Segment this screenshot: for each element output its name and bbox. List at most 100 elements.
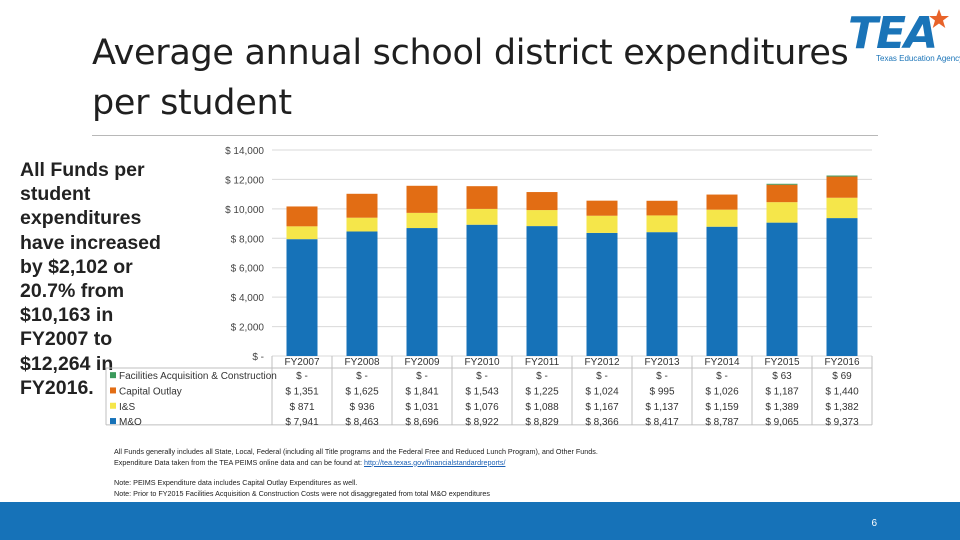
data-label: $ 1,225: [525, 386, 559, 397]
slide-title: Average annual school district expenditu…: [92, 33, 849, 123]
x-tick-label: FY2012: [584, 357, 619, 368]
data-label: $ 1,187: [765, 386, 799, 397]
legend-swatch: [110, 402, 116, 409]
y-tick-label: $ 4,000: [231, 293, 265, 304]
legend-label: Capital Outlay: [119, 386, 182, 397]
title-divider: [92, 135, 878, 136]
data-label: $ 995: [649, 386, 674, 397]
data-label: $ 8,829: [525, 417, 559, 428]
bar-segment: [346, 231, 378, 356]
bar-segment: [706, 209, 738, 227]
bar-segment: [766, 184, 798, 203]
data-label: $ 8,696: [405, 417, 439, 428]
legend-label: I&S: [119, 402, 135, 413]
data-label: $ -: [716, 371, 728, 382]
footnote-line-2: Expenditure Data taken from the TEA PEIM…: [114, 458, 934, 469]
bar-segment: [586, 215, 618, 233]
y-tick-label: $ 6,000: [231, 264, 265, 275]
bar-segment: [586, 200, 618, 216]
data-label: $ -: [296, 371, 308, 382]
note-2: Note: Prior to FY2015 Facilities Acquisi…: [114, 488, 490, 498]
x-tick-label: FY2015: [764, 357, 799, 368]
stacked-bar-chart: $ - $ 2,000 $ 4,000 $ 6,000 $ 8,000 $ 10,000 $…: [105, 146, 873, 428]
bar-segment: [586, 232, 618, 356]
peims-link[interactable]: http://tea.texas.gov/financialstandardre…: [364, 457, 506, 467]
data-label: $ -: [656, 371, 668, 382]
bar-segment: [406, 228, 438, 356]
x-tick-label: FY2010: [464, 357, 499, 368]
data-label: $ 63: [772, 371, 792, 382]
page-number: 6: [871, 518, 877, 529]
data-label: $ 7,941: [285, 417, 319, 428]
data-label: $ -: [416, 371, 428, 382]
data-label: $ 1,159: [705, 402, 739, 413]
data-label: $ -: [356, 371, 368, 382]
y-tick-label: $ 2,000: [231, 323, 265, 334]
data-label: $ 9,373: [825, 417, 859, 428]
bar-segment: [286, 226, 318, 240]
data-label: $ 1,137: [645, 402, 679, 413]
bar-segment: [646, 232, 678, 356]
bar-segment: [526, 210, 558, 227]
data-label: $ 936: [349, 402, 374, 413]
bar-segment: [286, 206, 318, 227]
data-label: $ 1,026: [705, 386, 739, 397]
bar-segment: [826, 218, 858, 356]
y-tick-label: $ 10,000: [225, 205, 264, 216]
data-label: $ 1,024: [585, 386, 619, 397]
x-tick-label: FY2007: [284, 357, 319, 368]
bar-segment: [826, 175, 858, 177]
bar-segment: [286, 239, 318, 356]
data-label: $ 69: [832, 371, 852, 382]
bar-segment: [646, 200, 678, 216]
data-label: $ 1,076: [465, 402, 499, 413]
legend-swatch: [110, 418, 116, 425]
bar-segment: [346, 193, 378, 218]
legend-label: Facilities Acquisition & Construction: [119, 371, 277, 382]
data-label: $ 1,841: [405, 386, 439, 397]
data-label: $ 1,440: [825, 386, 859, 397]
x-tick-label: FY2013: [644, 357, 679, 368]
footnote-line-1: All Funds generally includes all State, …: [114, 447, 598, 456]
notes: Note: PEIMS Expenditure data includes Ca…: [114, 478, 934, 499]
bar-segment: [526, 192, 558, 211]
x-tick-label: FY2016: [824, 357, 859, 368]
y-tick-label: $ 8,000: [231, 234, 265, 245]
data-label: $ 1,382: [825, 402, 859, 413]
legend-swatch: [110, 387, 116, 394]
data-label: $ 1,625: [345, 386, 379, 397]
bar-segment: [466, 186, 498, 209]
data-label: $ 9,065: [765, 417, 799, 428]
data-label: $ 8,366: [585, 417, 619, 428]
summary-text: All Funds per student expenditures have …: [20, 159, 161, 399]
data-label: $ 1,389: [765, 402, 799, 413]
x-tick-label: FY2009: [404, 357, 439, 368]
bar-segment: [706, 194, 738, 210]
footer-bar: 6: [0, 502, 960, 540]
bar-segment: [406, 212, 438, 229]
x-tick-label: FY2008: [344, 357, 379, 368]
star-icon: [929, 9, 949, 28]
footnote: All Funds generally includes all State, …: [114, 447, 934, 468]
tea-logo: TEA Texas Education Agency: [848, 6, 960, 68]
data-label: $ 1,351: [285, 386, 319, 397]
data-label: $ -: [596, 371, 608, 382]
legend-swatch: [110, 372, 116, 379]
y-tick-label: $ 12,000: [225, 175, 264, 186]
bar-segment: [766, 202, 798, 223]
data-label: $ 1,167: [585, 402, 619, 413]
footnote-source-text: Expenditure Data taken from the TEA PEIM…: [114, 457, 362, 467]
data-label: $ -: [476, 371, 488, 382]
note-1: Note: PEIMS Expenditure data includes Ca…: [114, 478, 358, 487]
x-tick-label: FY2011: [525, 357, 560, 368]
data-label: $ 1,031: [405, 402, 439, 413]
bar-segment: [646, 215, 678, 233]
data-label: $ -: [536, 371, 548, 382]
data-label: $ 8,417: [645, 417, 679, 428]
x-tick-label: FY2014: [704, 357, 739, 368]
bar-segment: [466, 208, 498, 225]
bar-segment: [406, 185, 438, 213]
legend-label: M&O: [119, 417, 142, 428]
data-label: $ 8,922: [465, 417, 499, 428]
bar-segment: [826, 176, 858, 198]
